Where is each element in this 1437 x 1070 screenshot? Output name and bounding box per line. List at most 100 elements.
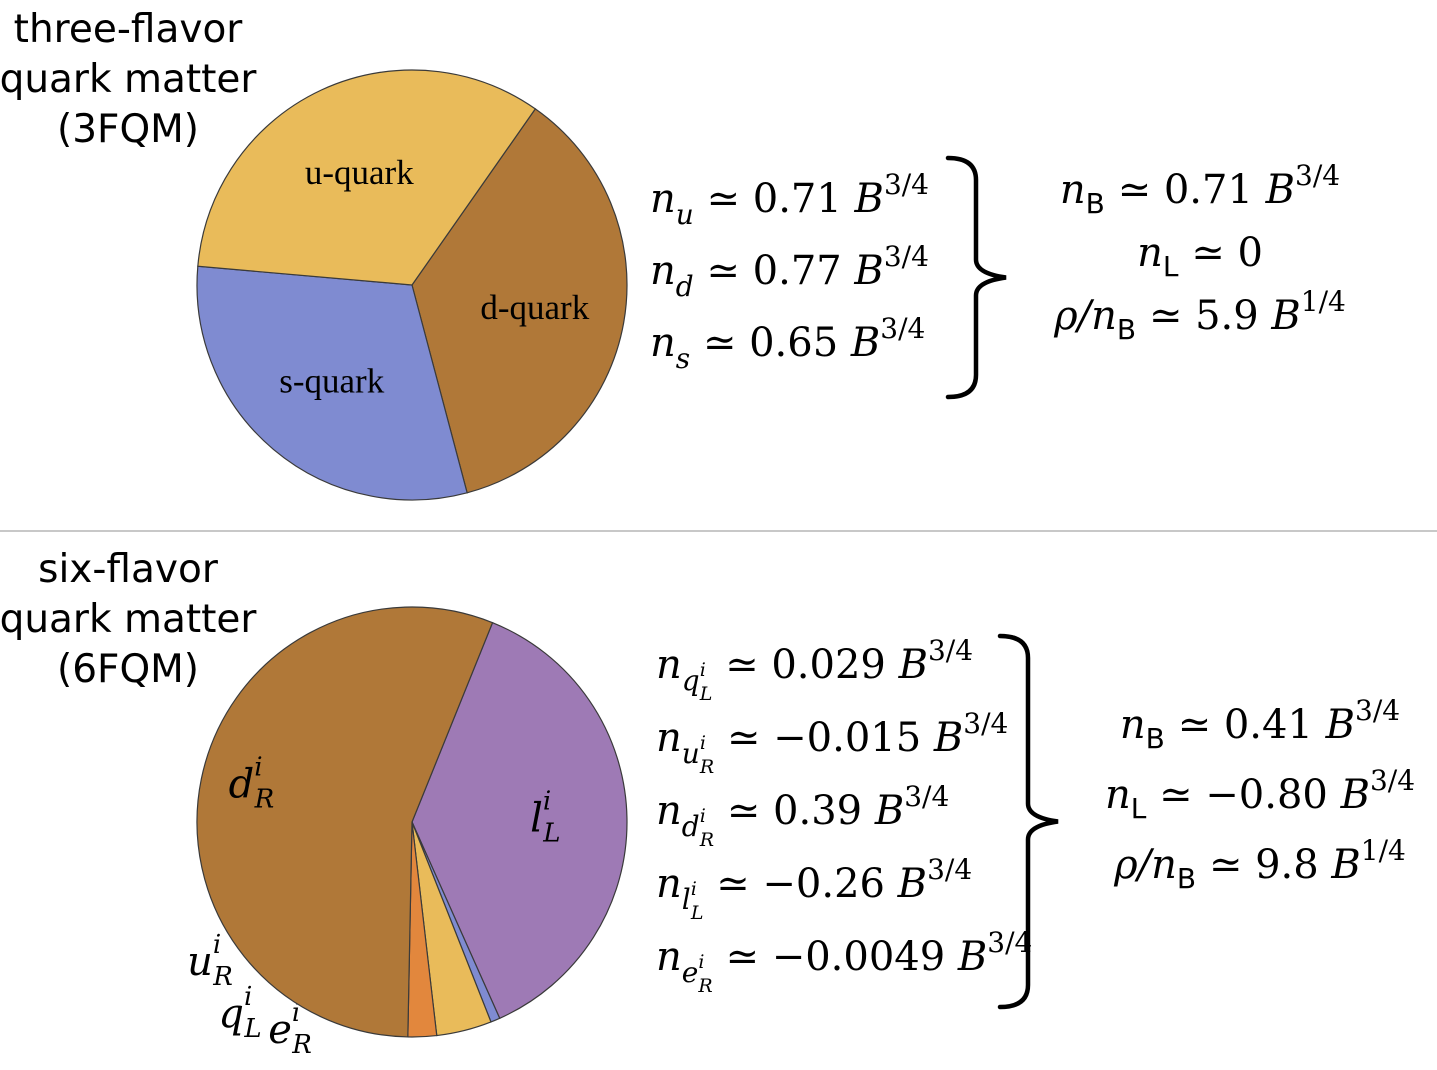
curly-brace [945,155,1007,400]
eq-relation: ≃ [713,934,772,980]
slice-label-base: d [229,761,255,807]
density-equation: nui R ≃ −0.015 B3/4 [656,707,1008,778]
eq-subscript: e [682,956,699,989]
eq-value: 0.39 [773,788,862,834]
eq-prefix: ρ/ [1113,842,1155,888]
density-equation: nli L ≃ −0.26 B3/4 [656,853,972,924]
eq-exponent: 1/4 [1301,285,1346,318]
total-equation: nB ≃ 0.41 B3/4 [1120,694,1400,755]
eq-value: 0.65 [749,320,838,366]
chart-title-line: (6FQM) [57,647,199,692]
eq-symbol: n [656,788,682,834]
slice-label: ui R [187,930,233,992]
eq-relation: ≃ [690,320,749,366]
chart-title-line: six-flavor [38,547,219,592]
eq-exponent: 1/4 [1361,834,1406,867]
density-equation: nu ≃ 0.71 B3/4 [650,168,929,231]
eq-relation: ≃ [714,715,773,761]
eq-relation: ≃ [703,861,762,907]
eq-relation: ≃ [1178,230,1237,276]
slice-label-base: q [218,991,244,1037]
eq-unit: B [945,934,987,980]
eq-subsup: i [700,659,706,681]
eq-unit: B [842,248,884,294]
eq-exponent: 3/4 [1355,694,1400,727]
total-equation: ρ/nB ≃ 5.9 B1/4 [1053,285,1346,346]
eq-unit: B [862,788,904,834]
eq-exponent: 3/4 [987,926,1032,959]
eq-unit: B [1313,702,1355,748]
eq-unit: B [921,715,963,761]
eq-subsup: i [698,951,704,973]
total-equation: nB ≃ 0.71 B3/4 [1060,159,1340,220]
eq-unit: B [885,861,927,907]
eq-prefix: ρ/ [1053,293,1095,339]
total-equation: ρ/nB ≃ 9.8 B1/4 [1113,834,1406,895]
slice-label-base: e [268,1007,292,1053]
slice-label-sub: R [212,962,233,992]
slice-label-sub: R [291,1030,312,1060]
eq-exponent: 3/4 [963,707,1008,740]
eq-relation: ≃ [714,788,773,834]
eq-symbol: n [1120,702,1146,748]
eq-subscript: u [676,198,694,231]
slice-label-sub: R [254,784,275,814]
eq-subsub: L [690,902,704,924]
slice-label-base: l [530,796,543,842]
eq-value: 0 [1237,230,1262,276]
eq-exponent: 3/4 [928,634,973,667]
eq-subscript: d [676,270,694,303]
eq-value: −0.80 [1205,772,1328,818]
eq-value: 0.77 [753,248,842,294]
eq-symbol: n [650,176,676,222]
eq-exponent: 3/4 [880,312,925,345]
density-equation: nd ≃ 0.77 B3/4 [650,240,929,303]
pie-slice [411,621,628,1020]
eq-subscript: l [682,883,691,916]
eq-unit: B [1319,842,1361,888]
total-equation: nL ≃ 0 [1137,230,1263,283]
eq-symbol: n [656,642,682,688]
slice-label: di R [229,752,275,814]
density-equation: ns ≃ 0.65 B3/4 [650,312,925,375]
curly-brace [997,633,1059,1010]
eq-unit: B [1253,167,1295,213]
eq-value: 0.71 [1164,167,1253,213]
eq-value: 0.41 [1224,702,1313,748]
chart-title-line: quark matter [0,57,257,102]
eq-subsup: i [700,805,706,827]
eq-value: −0.015 [773,715,921,761]
pie-slice [196,606,494,1038]
slice-label-sup: i [292,998,300,1028]
eq-subscript: B [1086,187,1105,220]
eq-unit: B [842,176,884,222]
eq-symbol: n [1060,167,1086,213]
eq-subscript: L [1163,250,1179,283]
eq-value: 0.029 [771,642,886,688]
eq-symbol: n [1137,230,1163,276]
eq-unit: B [1328,772,1370,818]
eq-value: −0.0049 [772,934,945,980]
total-equation: nL ≃ −0.80 B3/4 [1105,764,1415,825]
slice-label-sup: i [244,982,252,1012]
eq-relation: ≃ [1196,842,1255,888]
chart-3fqm: three-flavor quark matter (3FQM) d-quark s-q… [0,7,1346,501]
eq-symbol: n [656,715,682,761]
eq-relation: ≃ [712,642,771,688]
eq-subscript: B [1117,313,1136,346]
eq-symbol: n [656,934,682,980]
pie-slice [411,108,628,494]
eq-subscript: d [682,810,700,843]
slice-label: li L [530,787,560,849]
density-equation: nei R ≃ −0.0049 B3/4 [656,926,1032,997]
chart-title-line: three-flavor [14,7,244,52]
slice-label-sup: i [254,752,262,782]
eq-subsup: i [700,732,706,754]
eq-subsup: i [691,878,697,900]
eq-relation: ≃ [1146,772,1205,818]
chart-title-line: (3FQM) [57,107,199,152]
eq-relation: ≃ [694,176,753,222]
slice-label-sub: L [542,819,560,849]
